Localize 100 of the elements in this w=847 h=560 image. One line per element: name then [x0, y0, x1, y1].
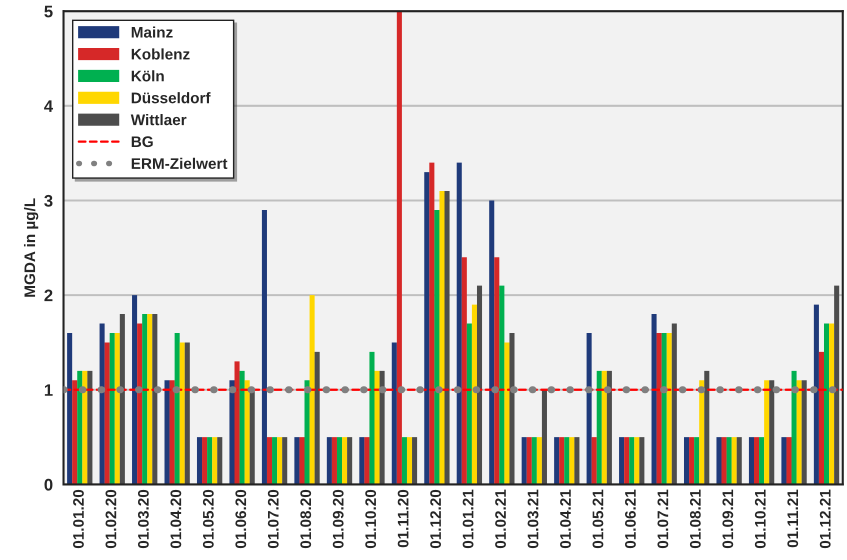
- bar: [586, 332, 592, 484]
- bar: [656, 332, 662, 484]
- bar: [732, 437, 737, 484]
- bar: [489, 200, 494, 484]
- bar: [429, 162, 434, 484]
- x-tick-label: 01.12.20: [430, 490, 442, 548]
- bar: [142, 314, 148, 484]
- bar: [244, 380, 250, 484]
- bar: [82, 370, 88, 484]
- bar: [229, 380, 235, 484]
- bar: [262, 210, 267, 484]
- legend-label: Köln: [132, 70, 164, 82]
- bar: [272, 437, 278, 484]
- x-tick-label: 01.06.21: [625, 490, 636, 548]
- bar: [472, 304, 477, 484]
- x-tick-label: 01.07.21: [657, 490, 668, 548]
- x-tick-label: 01.08.20: [300, 490, 312, 548]
- bar: [359, 437, 364, 484]
- bar: [672, 324, 677, 484]
- bar: [100, 324, 105, 484]
- x-tick-label: 01.11.20: [398, 490, 409, 548]
- bar: [234, 361, 240, 484]
- x-tick-label: 01.03.20: [138, 490, 149, 548]
- legend-label: Düsseldorf: [132, 92, 211, 104]
- bar: [639, 437, 644, 484]
- bar: [147, 314, 152, 484]
- x-tick-label: 01.02.21: [495, 490, 506, 548]
- bar: [77, 370, 82, 484]
- bar: [596, 370, 602, 484]
- bar: [624, 437, 630, 484]
- bar: [120, 314, 125, 484]
- bar: [802, 380, 807, 484]
- bar: [294, 437, 300, 484]
- bar: [522, 437, 527, 484]
- x-tick-label: 01.04.21: [560, 490, 571, 548]
- bar: [326, 437, 332, 484]
- bar: [574, 437, 580, 484]
- bar: [332, 437, 337, 484]
- bar: [207, 437, 212, 484]
- bar: [542, 390, 547, 484]
- y-tick-label: 3: [44, 194, 53, 207]
- bar: [466, 324, 472, 484]
- bar: [282, 437, 288, 484]
- bar: [439, 191, 445, 484]
- x-tick-label: 01.10.21: [754, 490, 766, 548]
- bar: [781, 437, 786, 484]
- bar: [689, 437, 694, 484]
- bar: [592, 437, 597, 484]
- bar: [829, 324, 834, 484]
- bar: [406, 437, 412, 484]
- bar: [736, 437, 742, 484]
- bar: [504, 342, 510, 484]
- bar: [619, 437, 624, 484]
- bar: [364, 437, 370, 484]
- bar: [716, 437, 722, 484]
- bar: [699, 380, 704, 484]
- bar: [104, 342, 110, 484]
- bar: [196, 437, 202, 484]
- bar: [424, 172, 430, 484]
- y-tick-label: 2: [44, 290, 52, 302]
- bar: [314, 352, 320, 484]
- bar: [554, 437, 560, 484]
- legend-label: Koblenz: [132, 48, 190, 60]
- bar: [786, 437, 792, 484]
- bar: [412, 437, 418, 484]
- bar: [434, 210, 440, 484]
- bar: [814, 304, 819, 484]
- legend-label: BG: [132, 136, 153, 148]
- x-tick-label: 01.10.20: [365, 490, 376, 548]
- bar: [180, 342, 185, 484]
- bar: [824, 324, 830, 484]
- y-tick-label: 0: [44, 478, 52, 491]
- bar: [374, 370, 380, 484]
- bar: [369, 352, 375, 484]
- bar: [137, 324, 142, 484]
- bar: [347, 437, 352, 484]
- bar: [748, 437, 754, 484]
- legend-label: Wittlaer: [130, 114, 186, 126]
- x-tick-label: 01.09.20: [332, 490, 344, 548]
- bar: [184, 342, 190, 484]
- bar: [764, 380, 770, 484]
- bar: [217, 437, 222, 484]
- y-tick-label: 5: [44, 6, 53, 18]
- bar: [666, 332, 672, 484]
- bar: [769, 380, 774, 484]
- x-tick-label: 01.02.20: [106, 490, 116, 548]
- bar: [722, 437, 727, 484]
- bar: [792, 370, 797, 484]
- legend-label: Mainz: [132, 26, 173, 38]
- bar: [456, 162, 462, 484]
- bar: [170, 380, 175, 484]
- bar: [476, 286, 482, 484]
- x-tick-label: 01.01.20: [73, 490, 84, 548]
- bar: [212, 437, 218, 484]
- bar: [564, 437, 570, 484]
- bar: [342, 437, 348, 484]
- bar: [606, 370, 612, 484]
- bar: [402, 437, 407, 484]
- bar: [532, 437, 537, 484]
- bar: [67, 332, 72, 484]
